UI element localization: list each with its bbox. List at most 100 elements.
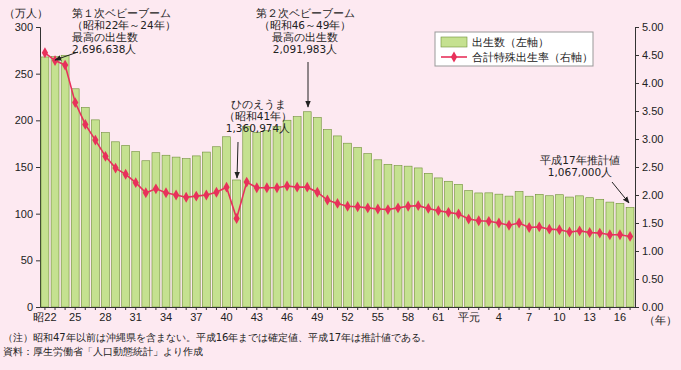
y-axis-line (36, 28, 41, 308)
bar (71, 89, 79, 307)
y2-tick-mark (635, 279, 639, 280)
bar (485, 193, 493, 307)
y2-tick: 0.50 (635, 273, 663, 285)
x-tick-mark (135, 307, 136, 310)
bar (404, 166, 412, 307)
x-tick-label: 25 (69, 311, 81, 323)
marker (123, 169, 129, 180)
bar (243, 126, 251, 307)
x-tick-mark (408, 307, 409, 310)
marker (617, 229, 623, 240)
annotation-text: 最高の出生数 (272, 31, 338, 43)
y2-tick: 1.00 (635, 245, 663, 257)
x-tick (65, 307, 66, 310)
bar (162, 155, 170, 307)
y-axis-title: （万人） (4, 7, 48, 20)
y2-tick-label: 0.00 (642, 301, 663, 313)
bar (515, 191, 523, 307)
bar (455, 184, 463, 307)
x-tick-mark (619, 307, 620, 310)
x-tick (155, 307, 156, 310)
x-tick: 37 (190, 307, 202, 323)
bar (556, 195, 564, 307)
bar (323, 130, 331, 307)
x-tick-mark (55, 307, 56, 310)
y-tick-mark (36, 307, 40, 308)
x-tick: 10 (553, 307, 565, 323)
x-tick-label: 52 (341, 311, 353, 323)
annotation-text: 2,091,983人 (273, 43, 337, 55)
x-tick (599, 307, 600, 310)
x-tick: 61 (432, 307, 444, 323)
y-tick: 50 (21, 254, 40, 266)
x-tick: 40 (220, 307, 232, 323)
x-tick-mark (539, 307, 540, 310)
x-tick-mark (166, 307, 167, 310)
y2-tick-label: 1.50 (642, 217, 663, 229)
y-tick: 100 (15, 208, 40, 220)
x-tick-label: 平元 (458, 311, 480, 323)
x-tick: 昭22 (33, 307, 56, 323)
marker (264, 182, 270, 193)
x-tick-mark (115, 307, 116, 310)
bar (424, 173, 432, 307)
x-tick (276, 307, 277, 310)
bar (303, 112, 311, 307)
x-tick-mark (579, 307, 580, 310)
y2-tick: 4.50 (635, 49, 663, 61)
annotation-text: 1,360,974人 (226, 122, 290, 134)
bar (313, 118, 321, 307)
x-tick-label: 40 (220, 311, 232, 323)
annotation-text: （昭和46～49年） (259, 19, 352, 31)
x-axis: 昭2225283134374043464952555861平元47101316 (33, 307, 635, 323)
x-tick-mark (297, 307, 298, 310)
y2-tick-label: 4.50 (642, 49, 663, 61)
marker (133, 177, 139, 188)
y2-tick-mark (635, 223, 639, 224)
marker (183, 192, 189, 203)
x-tick: 7 (526, 307, 532, 323)
marker (496, 218, 502, 229)
x-tick-mark (347, 307, 348, 310)
marker (52, 55, 58, 66)
x-tick (115, 307, 116, 310)
x-tick (307, 307, 308, 310)
y-tick: 200 (15, 114, 40, 126)
bar (626, 207, 634, 307)
x-tick: 34 (160, 307, 172, 323)
y-tick-label: 0 (27, 301, 33, 313)
x-tick (398, 307, 399, 310)
marker (274, 182, 280, 193)
marker (486, 216, 492, 227)
x-tick-mark (488, 307, 489, 310)
chart: 0501001502002503000.000.501.001.502.002.… (0, 0, 681, 370)
x-tick (539, 307, 540, 310)
marker (355, 201, 361, 212)
x-tick-mark (105, 307, 106, 310)
bar (283, 120, 291, 307)
x-tick-mark (256, 307, 257, 310)
y-tick-mark (36, 27, 40, 28)
line (45, 53, 630, 237)
marker (546, 224, 552, 235)
bar (606, 202, 614, 307)
plot-area (41, 47, 634, 307)
x-tick-mark (65, 307, 66, 310)
marker (607, 229, 613, 240)
x-tick-mark (125, 307, 126, 310)
x-tick-label: 49 (311, 311, 323, 323)
x-tick-label: 7 (526, 311, 532, 323)
annotation-arrow (237, 142, 238, 178)
bar (152, 153, 160, 307)
marker (173, 190, 179, 201)
marker (294, 182, 300, 193)
x-tick (448, 307, 449, 310)
x-tick (85, 307, 86, 310)
bar (223, 137, 231, 307)
legend: 出生数（左軸）合計特殊出生率（右軸） (435, 32, 593, 66)
y2-tick-mark (635, 111, 639, 112)
y2-tick-mark (635, 27, 639, 28)
x-tick: 31 (130, 307, 142, 323)
x-tick (186, 307, 187, 310)
y-tick: 150 (15, 161, 40, 173)
